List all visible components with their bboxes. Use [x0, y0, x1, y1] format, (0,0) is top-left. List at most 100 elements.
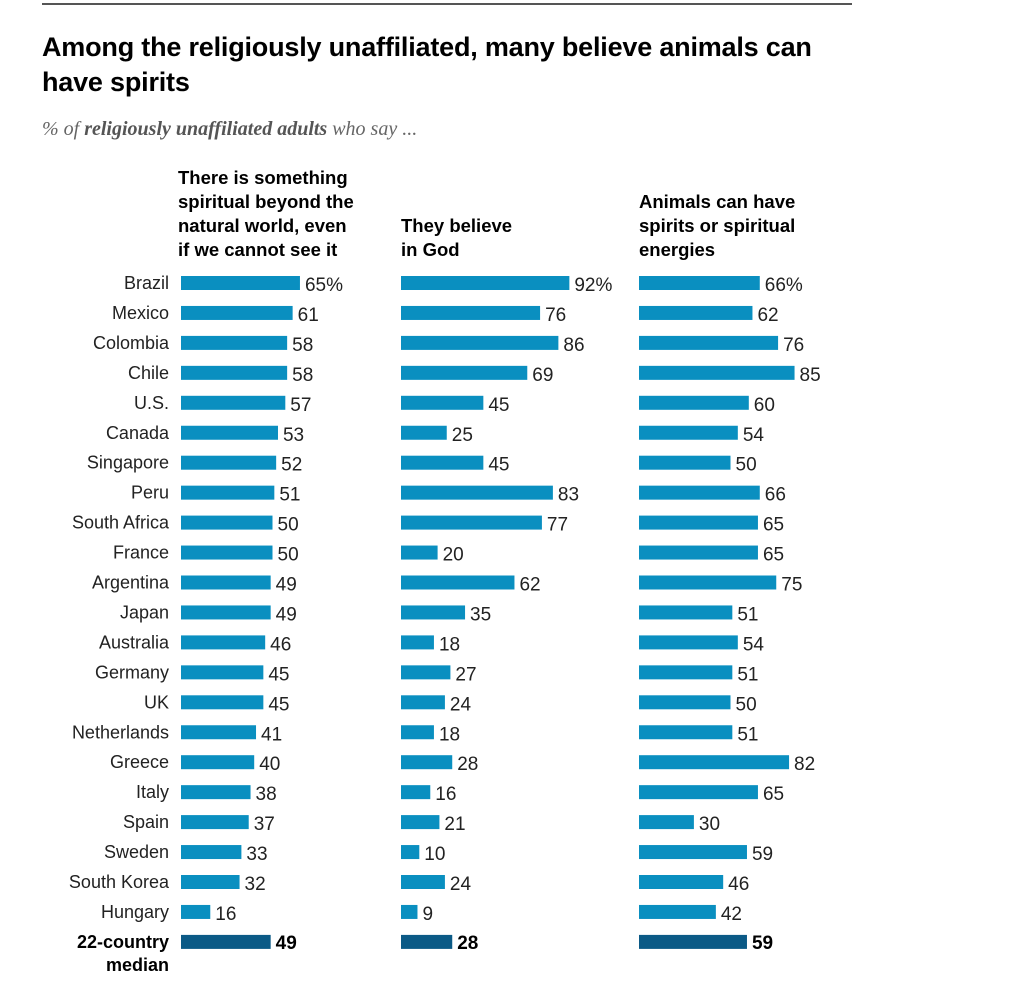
column-header-god: They believe in God — [401, 214, 512, 262]
bar — [401, 755, 453, 770]
subtitle-bold: religiously unaffiliated adults — [84, 118, 328, 140]
median-label: 22-country — [77, 932, 169, 952]
value-label: 65 — [763, 515, 784, 536]
value-label: 92% — [574, 275, 612, 296]
country-label: U.S. — [134, 393, 169, 413]
bar — [401, 515, 542, 530]
value-label: 66% — [765, 275, 803, 296]
value-label: 85 — [800, 365, 821, 386]
column-header-animals: Animals can have spirits or spiritual en… — [639, 190, 795, 262]
bar — [401, 665, 451, 680]
bar — [181, 515, 273, 530]
value-label: 46 — [270, 634, 291, 655]
bar — [639, 485, 760, 500]
bar — [181, 335, 288, 350]
column-header-line: in God — [401, 239, 460, 260]
top-rule — [42, 3, 852, 5]
bar — [181, 785, 251, 800]
value-label: 50 — [278, 545, 299, 566]
country-label: Greece — [110, 752, 169, 772]
bar — [639, 665, 733, 680]
value-label: 49 — [276, 575, 297, 596]
value-label: 51 — [737, 724, 758, 745]
value-label: 60 — [754, 395, 775, 416]
country-label: Sweden — [104, 842, 169, 862]
value-label: 42 — [721, 904, 742, 925]
value-label: 83 — [558, 485, 579, 506]
country-label: Germany — [95, 662, 169, 682]
value-label: 38 — [256, 784, 277, 805]
value-label: 16 — [215, 904, 236, 925]
bar — [401, 845, 420, 860]
bar — [181, 575, 271, 590]
value-label: 46 — [728, 874, 749, 895]
value-label: 45 — [268, 694, 289, 715]
bar — [181, 725, 257, 740]
value-label: 57 — [290, 395, 311, 416]
median-value-label: 59 — [752, 933, 773, 954]
median-value-label: 49 — [276, 933, 297, 954]
bar — [401, 575, 515, 590]
bar — [181, 605, 271, 620]
column-header-line: if we cannot see it — [178, 239, 338, 260]
median-bar — [639, 934, 747, 949]
bar — [639, 425, 738, 440]
value-label: 41 — [261, 724, 282, 745]
column-header-line: energies — [639, 239, 716, 260]
value-label: 65 — [763, 545, 784, 566]
bar — [401, 305, 541, 320]
bar — [181, 545, 273, 560]
bar — [639, 515, 758, 530]
country-label: Singapore — [87, 453, 169, 473]
bar — [181, 755, 255, 770]
column-header-line: There is something — [178, 167, 348, 188]
median-bar — [181, 934, 271, 949]
bar — [401, 875, 445, 889]
country-label: Colombia — [93, 333, 170, 353]
bar — [639, 575, 777, 590]
value-label: 25 — [452, 425, 473, 446]
country-label: Argentina — [92, 573, 170, 593]
bar — [401, 425, 447, 440]
country-label: Australia — [99, 632, 170, 652]
value-label: 45 — [268, 664, 289, 685]
value-label: 30 — [699, 814, 720, 835]
bar — [401, 904, 418, 919]
value-label: 77 — [547, 515, 568, 536]
bar — [181, 425, 278, 440]
country-label: Brazil — [124, 273, 169, 293]
value-label: 28 — [457, 754, 478, 775]
value-label: 61 — [298, 305, 319, 326]
bar — [639, 755, 790, 770]
bar — [639, 904, 716, 919]
value-label: 65% — [305, 275, 343, 296]
bar — [401, 545, 438, 560]
bar — [639, 725, 733, 740]
bar — [639, 815, 694, 830]
value-label: 50 — [736, 694, 757, 715]
value-label: 66 — [765, 485, 786, 506]
value-label: 86 — [563, 335, 584, 356]
bar — [401, 815, 440, 830]
value-label: 24 — [450, 874, 472, 895]
bar — [181, 845, 242, 860]
median-value-label: 28 — [457, 933, 478, 954]
value-label: 54 — [743, 634, 765, 655]
bar — [639, 695, 731, 710]
value-label: 45 — [488, 455, 509, 476]
subtitle-suffix: who say ... — [327, 118, 418, 140]
country-label: Netherlands — [72, 722, 169, 742]
bar — [401, 695, 445, 710]
value-label: 76 — [783, 335, 804, 356]
value-label: 45 — [488, 395, 509, 416]
subtitle-prefix: % of — [42, 118, 85, 140]
bar — [401, 635, 434, 650]
bar — [639, 335, 779, 350]
bar — [181, 665, 264, 680]
country-label: South Korea — [69, 872, 170, 892]
bar — [181, 875, 240, 889]
value-label: 18 — [439, 724, 460, 745]
bar — [639, 845, 747, 860]
value-label: 49 — [276, 604, 297, 625]
